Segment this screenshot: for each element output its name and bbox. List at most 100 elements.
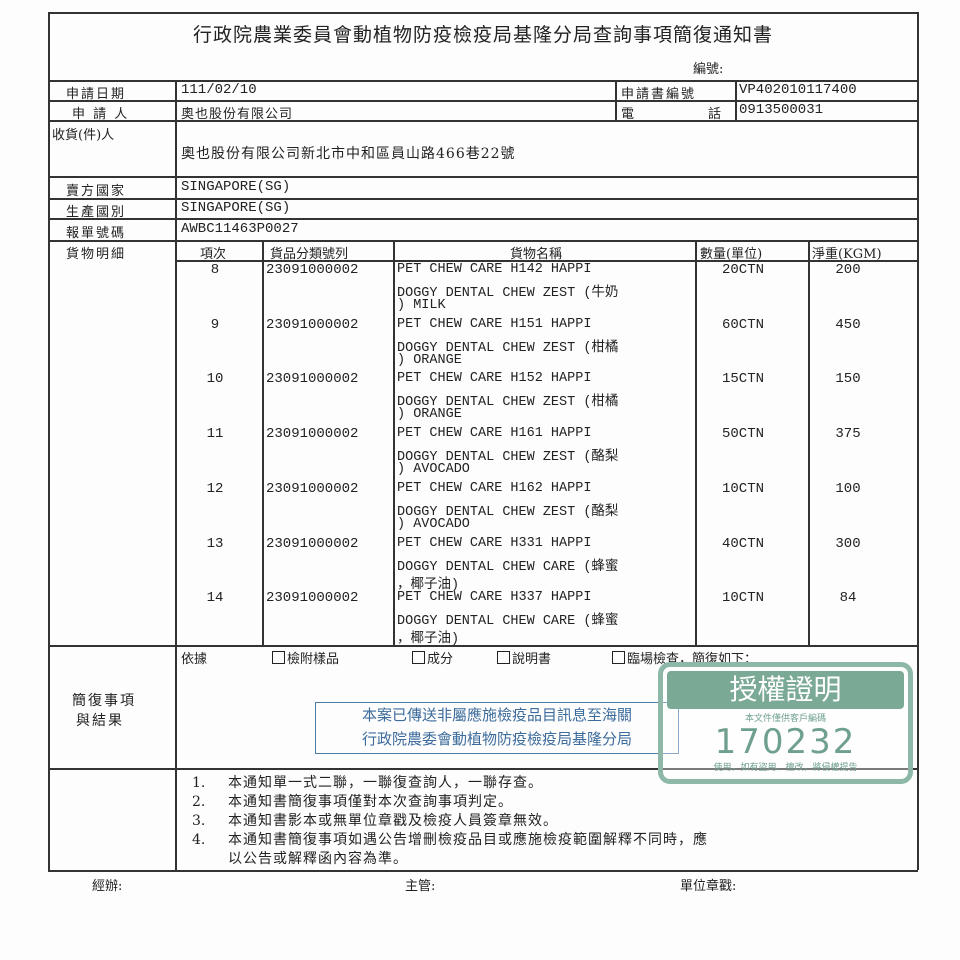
supervisor-label: 主管:: [405, 879, 436, 894]
watermark-code: 170232: [714, 722, 857, 762]
apply-date-label: 申請日期: [66, 87, 127, 102]
note-item: 4. 本通知書簡復事項如遇公告增刪檢疫品目或應施檢疫範圍解釋不同時，應: [192, 829, 708, 849]
col-qty: 數量(單位): [700, 247, 763, 262]
checkbox[interactable]: [612, 651, 625, 664]
check-ingredients[interactable]: 成分: [412, 648, 453, 667]
note-number: 3.: [192, 813, 206, 829]
item-name-line: DOGGY DENTAL CHEW ZEST (牛奶: [397, 286, 619, 301]
item-name-line: DOGGY DENTAL CHEW CARE (蜂蜜: [397, 559, 619, 575]
item-weight: 200: [835, 262, 861, 278]
origin: SINGAPORE(SG): [181, 200, 291, 216]
phone-label-2: 話: [708, 107, 722, 122]
serial-label: 編號:: [693, 62, 724, 77]
note-item: 1. 本通知單一式二聯，一聯復查詢人，一聯存查。: [192, 772, 543, 792]
checkbox[interactable]: [272, 651, 285, 664]
item-name-line: DOGGY DENTAL CHEW ZEST (柑橘: [397, 340, 619, 356]
col-name: 貨物名稱: [510, 247, 563, 262]
item-weight: 375: [835, 426, 861, 443]
item-name-line: PET CHEW CARE H337 HAPPI: [397, 590, 592, 606]
note-text: 以公告或解釋函內容為準。: [228, 851, 408, 867]
item-name-line: ) AVOCADO: [397, 462, 470, 478]
note-text: 本通知書簡復事項如遇公告增刪檢疫品目或應施檢疫範圍解釋不同時，應: [228, 832, 708, 848]
check-manual[interactable]: 說明書: [497, 648, 551, 667]
authorization-watermark: 授權證明 本文件僅供客戶編碼 170232 使用，如有盜用、擅改，將侵權提告: [658, 662, 913, 784]
document-title: 行政院農業委員會動植物防疫檢疫局基隆分局查詢事項簡復通知書: [192, 24, 773, 46]
item-name-line: DOGGY DENTAL CHEW ZEST (酪梨: [397, 450, 619, 466]
col-weight: 淨重(KGM): [812, 247, 882, 262]
declaration-label: 報單號碼: [66, 226, 127, 241]
item-name-line: DOGGY DENTAL CHEW ZEST (柑橘: [397, 395, 619, 411]
unit-seal-label: 單位章戳:: [680, 879, 737, 894]
item-code: 23091000002: [266, 426, 359, 443]
app-no-label: 申請書編號: [621, 87, 697, 102]
applicant: 奧也股份有限公司: [181, 107, 294, 122]
goods-label: 貨物明細: [66, 247, 127, 262]
checkbox[interactable]: [497, 651, 510, 664]
watermark-footer: 使用，如有盜用、擅改，將侵權提告: [713, 763, 858, 773]
seller-country-label: 賣方國家: [66, 184, 127, 199]
item-qty: 20CTN: [722, 262, 765, 278]
note-number: 4.: [192, 832, 206, 848]
item-weight: 100: [835, 480, 861, 497]
item-name-line: ，椰子油): [397, 577, 460, 593]
phone-label: 電: [621, 107, 635, 122]
note-item: 3. 本通知書影本或無單位章戳及檢疫人員簽章無效。: [192, 810, 558, 830]
consignee: 奧也股份有限公司新北市中和區員山路466巷22號: [181, 146, 516, 162]
item-no: 9: [210, 316, 220, 333]
item-name-line: ) AVOCADO: [397, 516, 470, 532]
item-name-line: PET CHEW CARE H331 HAPPI: [397, 535, 592, 551]
note-number: 2.: [192, 794, 206, 810]
item-name-line: ) MILK: [397, 298, 446, 313]
item-name-line: PET CHEW CARE H162 HAPPI: [397, 480, 592, 496]
origin-label: 生產國別: [66, 205, 127, 220]
item-qty: 40CTN: [722, 535, 765, 552]
reply-label-2: 與結果: [76, 713, 124, 729]
reply-label: 簡復事項: [72, 693, 136, 709]
item-no: 12: [206, 480, 224, 497]
watermark-title: 授權證明: [667, 671, 904, 709]
app-no: VP402010117400: [739, 82, 857, 98]
item-code: 23091000002: [266, 316, 359, 333]
item-code: 23091000002: [266, 262, 359, 278]
item-qty: 10CTN: [722, 590, 765, 607]
check-label: 檢附樣品: [287, 652, 340, 667]
handler-label: 經辦:: [92, 879, 123, 894]
item-name-line: ，椰子油): [397, 632, 460, 648]
item-name-line: DOGGY DENTAL CHEW CARE (蜂蜜: [397, 614, 619, 630]
quarantine-stamp: 本案已傳送非屬應施檢疫品目訊息至海關 行政院農委會動植物防疫檢疫局基隆分局: [315, 702, 679, 754]
item-code: 23091000002: [266, 590, 359, 607]
stamp-line: 本案已傳送非屬應施檢疫品目訊息至海關: [361, 706, 632, 724]
note-number: 1.: [192, 775, 206, 791]
item-name-line: PET CHEW CARE H161 HAPPI: [397, 426, 592, 442]
applicant-label: 申 請 人: [72, 107, 130, 122]
item-qty: 15CTN: [722, 371, 765, 388]
item-qty: 10CTN: [722, 480, 765, 497]
item-code: 23091000002: [266, 480, 359, 497]
checkbox[interactable]: [412, 651, 425, 664]
item-name-line: PET CHEW CARE H142 HAPPI: [397, 262, 592, 277]
item-name-line: DOGGY DENTAL CHEW ZEST (酪梨: [397, 504, 619, 520]
apply-date: 111/02/10: [181, 82, 257, 98]
item-no: 10: [206, 371, 224, 388]
item-code: 23091000002: [266, 371, 359, 388]
note-text: 本通知單一式二聯，一聯復查詢人，一聯存查。: [228, 775, 543, 791]
stamp-line: 行政院農委會動植物防疫檢疫局基隆分局: [361, 730, 632, 748]
item-name-line: PET CHEW CARE H151 HAPPI: [397, 316, 592, 332]
item-name-line: PET CHEW CARE H152 HAPPI: [397, 371, 592, 387]
seller-country: SINGAPORE(SG): [181, 179, 291, 195]
col-no: 項次: [200, 247, 227, 262]
watermark-subtitle: 本文件僅供客戶編碼: [744, 714, 826, 724]
item-weight: 450: [835, 316, 861, 333]
item-weight: 300: [835, 535, 861, 552]
declaration-no: AWBC11463P0027: [181, 221, 299, 237]
consignee-label: 收貨(件)人: [52, 128, 115, 143]
item-name-line: ) ORANGE: [397, 352, 462, 368]
basis-label: 依據: [181, 652, 208, 667]
phone: 0913500031: [739, 102, 824, 118]
check-label: 說明書: [512, 652, 552, 667]
item-weight: 150: [835, 371, 861, 388]
item-no: 11: [206, 426, 224, 443]
check-sample[interactable]: 檢附樣品: [272, 648, 339, 667]
col-code: 貨品分類號列: [270, 247, 349, 262]
